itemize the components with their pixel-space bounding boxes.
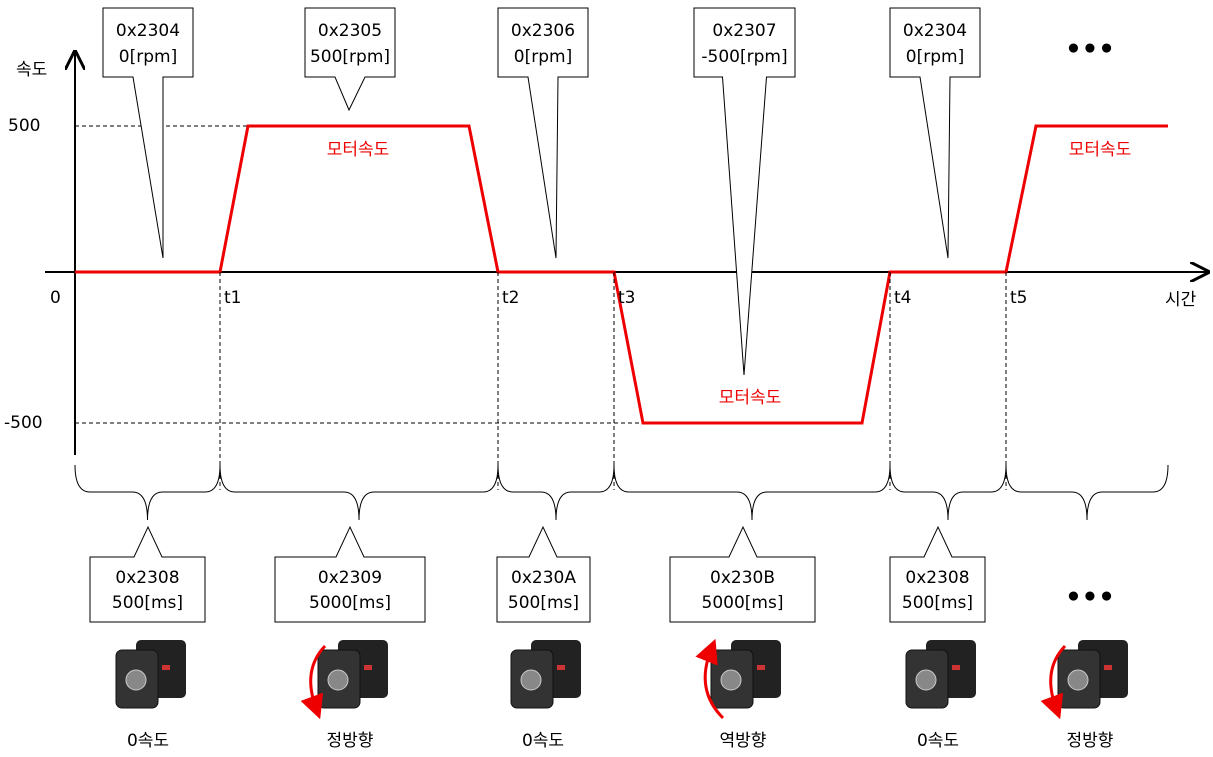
motor-label: 0속도 <box>127 731 169 751</box>
callout <box>89 525 206 623</box>
curve-label: 모터속도 <box>1069 140 1132 160</box>
callout <box>889 7 981 259</box>
motor-shaft <box>1067 669 1089 691</box>
rotation-arrow <box>300 644 327 720</box>
time-mark: t1 <box>224 288 241 308</box>
motor-icon <box>710 640 781 709</box>
motor-shaft <box>520 669 542 691</box>
callout-text: 0x2307 <box>712 21 776 41</box>
callout-text: 5000[ms] <box>309 593 391 613</box>
brace <box>889 464 1007 521</box>
y-tick: -500 <box>4 413 43 433</box>
ellipsis: ••• <box>1065 35 1115 65</box>
brace <box>1005 464 1169 521</box>
callout <box>889 525 986 623</box>
callout <box>693 7 796 376</box>
motor-shaft <box>327 669 349 691</box>
motor-tag <box>952 665 960 670</box>
motor-label: 정방향 <box>1067 731 1114 751</box>
callout-text: 500[ms] <box>508 593 579 613</box>
motor-label: 0속도 <box>917 731 959 751</box>
callout-text: 0x2306 <box>511 21 575 41</box>
curve-label: 모터속도 <box>719 388 782 408</box>
curve-label: 모터속도 <box>327 140 390 160</box>
origin-label: 0 <box>50 288 61 308</box>
motor-tag <box>1104 665 1112 670</box>
brace <box>219 464 499 521</box>
callout-text: -500[rpm] <box>701 47 787 67</box>
time-mark: t2 <box>502 288 519 308</box>
callout-text: 0[rpm] <box>906 47 964 67</box>
callout <box>496 525 591 623</box>
callout <box>102 7 194 259</box>
callout-text: 5000[ms] <box>702 593 784 613</box>
brace <box>613 464 891 521</box>
brace <box>74 464 221 521</box>
motor-shaft <box>915 669 937 691</box>
brace <box>497 464 615 521</box>
callout-text: 500[ms] <box>112 593 183 613</box>
callout <box>274 525 426 623</box>
callout-text: 500[ms] <box>902 593 973 613</box>
motor-icon <box>317 640 388 709</box>
generated: t1 t2 t3 t4 t5 0x2304 0[rpm] 0x2305 500[rpm] 0x23… <box>74 7 1169 751</box>
callout-text: 0[rpm] <box>514 47 572 67</box>
callout-text: 0x2309 <box>318 568 382 588</box>
motor-label: 0속도 <box>522 731 564 751</box>
motor-tag <box>162 665 170 670</box>
callout <box>497 7 589 259</box>
motor-shaft <box>125 669 147 691</box>
motor-tag <box>557 665 565 670</box>
time-mark: t3 <box>618 288 635 308</box>
callout-text: 0x2304 <box>116 21 180 41</box>
motor-label: 정방향 <box>327 731 374 751</box>
time-mark: t5 <box>1010 288 1027 308</box>
motor-icon <box>1057 640 1128 709</box>
callout-text: 0x2308 <box>905 568 969 588</box>
ellipsis: ••• <box>1065 583 1115 613</box>
motor-tag <box>757 665 765 670</box>
motor-speed-profile <box>75 124 1168 425</box>
callout-text: 0x2305 <box>318 21 382 41</box>
callout-text: 0x2308 <box>115 568 179 588</box>
callout-text: 0x230A <box>511 568 576 588</box>
callout-text: 0[rpm] <box>119 47 177 67</box>
motor-icon <box>905 640 976 709</box>
callout-text: 0x2304 <box>903 21 967 41</box>
axes <box>45 52 1208 455</box>
callout-text: 0x230B <box>710 568 775 588</box>
time-mark: t4 <box>894 288 911 308</box>
motor-icon <box>115 640 186 709</box>
callout <box>304 7 396 112</box>
motor-icon <box>510 640 581 709</box>
motor-tag <box>364 665 372 670</box>
callout <box>669 525 816 623</box>
motor-shaft <box>720 669 742 691</box>
motor-label: 역방향 <box>720 731 767 751</box>
rotation-arrow <box>695 638 725 720</box>
rotation-arrow <box>1040 644 1067 720</box>
x-label: 시간 <box>1165 290 1197 310</box>
callout-text: 500[rpm] <box>310 47 390 67</box>
y-label: 속도 <box>16 60 47 80</box>
y-tick: 500 <box>8 116 40 136</box>
